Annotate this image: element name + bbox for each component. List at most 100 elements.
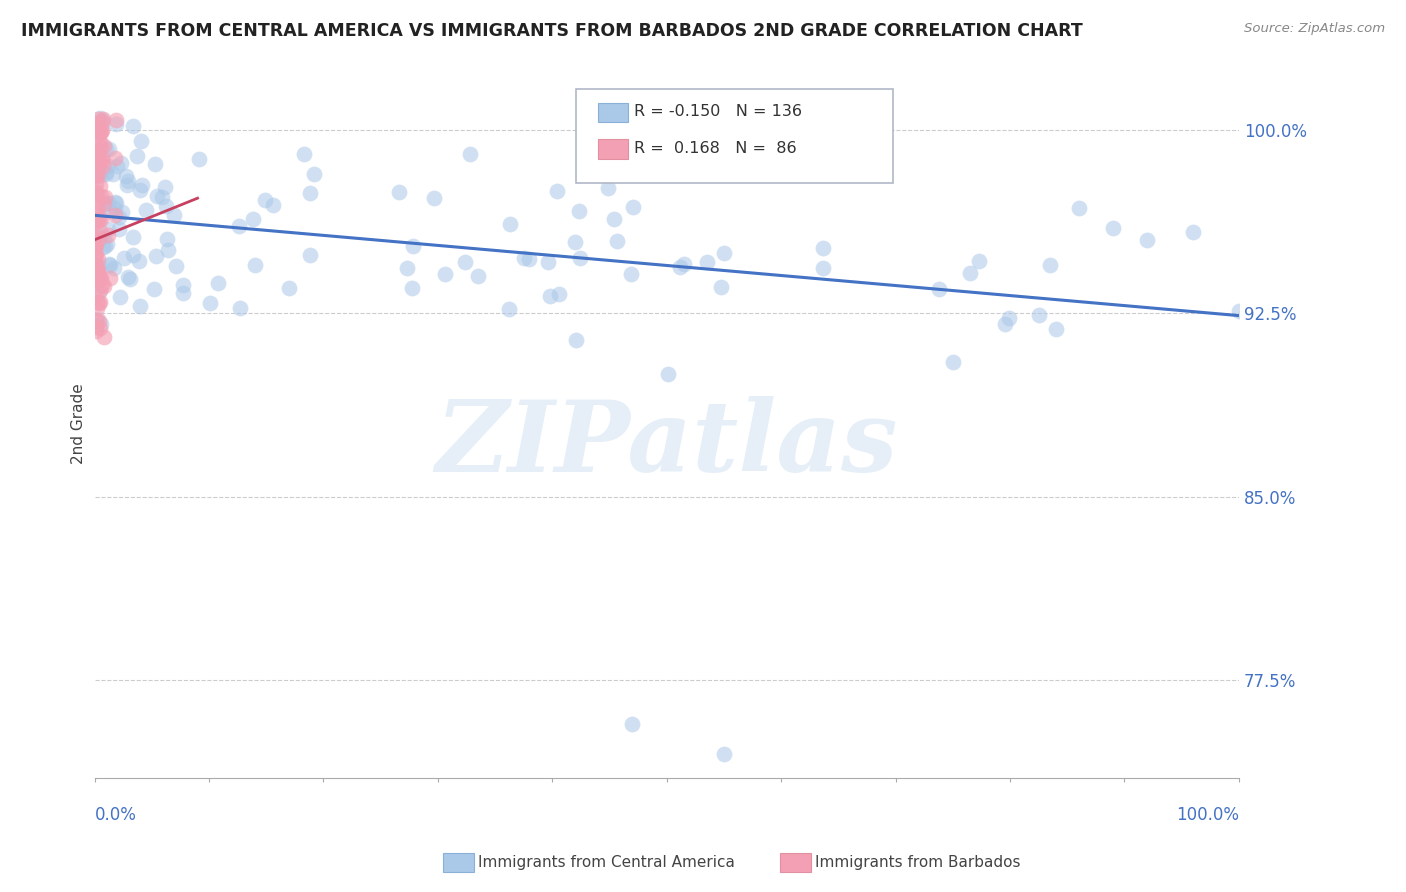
Text: R =  0.168   N =  86: R = 0.168 N = 86 xyxy=(634,141,797,155)
Point xyxy=(163,208,186,222)
Point xyxy=(302,168,325,182)
Point xyxy=(90,140,112,154)
Point xyxy=(121,247,143,261)
Point xyxy=(121,119,143,133)
Point xyxy=(243,258,266,272)
Point xyxy=(89,111,111,125)
Point xyxy=(86,143,108,157)
Point xyxy=(93,278,115,293)
Point xyxy=(94,190,117,204)
Point xyxy=(253,193,276,207)
Point xyxy=(621,717,644,731)
Point xyxy=(90,113,112,128)
Point xyxy=(135,203,157,218)
Point xyxy=(86,153,108,168)
Point xyxy=(596,181,619,195)
Point xyxy=(89,209,111,223)
Point xyxy=(84,238,107,252)
Point xyxy=(93,139,115,153)
Point xyxy=(97,160,120,174)
Point xyxy=(87,125,110,139)
Point xyxy=(994,318,1017,332)
Point xyxy=(90,120,112,135)
Point xyxy=(84,187,107,202)
Point xyxy=(512,251,534,265)
Point xyxy=(145,249,167,263)
Point xyxy=(104,195,127,210)
Point xyxy=(84,258,107,272)
Point xyxy=(89,294,111,309)
Point xyxy=(187,152,209,166)
Text: ZIPatlas: ZIPatlas xyxy=(436,396,898,492)
Point xyxy=(111,204,134,219)
Point xyxy=(91,112,114,126)
Point xyxy=(299,248,322,262)
Point xyxy=(1045,322,1067,336)
Point xyxy=(84,177,107,191)
Point xyxy=(87,127,110,141)
Point xyxy=(89,153,111,167)
Point xyxy=(86,188,108,202)
Point xyxy=(959,266,981,280)
Point xyxy=(93,197,115,211)
Point xyxy=(91,114,114,128)
Point xyxy=(86,260,108,274)
Point xyxy=(84,167,107,181)
Point xyxy=(155,179,177,194)
Point xyxy=(108,290,131,304)
Point xyxy=(87,259,110,273)
Point xyxy=(83,240,105,254)
Point xyxy=(1136,233,1159,247)
Point xyxy=(172,278,194,293)
Point xyxy=(112,252,135,266)
Point xyxy=(117,174,139,188)
Point xyxy=(262,198,284,212)
Point xyxy=(86,211,108,226)
Point xyxy=(87,112,110,126)
Point xyxy=(811,260,834,275)
Point xyxy=(277,280,299,294)
Point xyxy=(89,179,111,194)
Point xyxy=(1102,220,1125,235)
Point xyxy=(86,167,108,181)
Point xyxy=(114,169,136,183)
Point xyxy=(86,301,108,315)
Point xyxy=(94,202,117,216)
Text: Immigrants from Central America: Immigrants from Central America xyxy=(478,855,735,870)
Point xyxy=(84,213,107,227)
Point xyxy=(86,120,108,134)
Point xyxy=(90,123,112,137)
Point xyxy=(207,276,229,290)
Point xyxy=(713,747,735,761)
Point xyxy=(401,281,423,295)
Point xyxy=(84,324,107,338)
Point xyxy=(91,154,114,169)
Point xyxy=(565,333,588,347)
Point xyxy=(198,295,221,310)
Point xyxy=(86,295,108,310)
Point xyxy=(155,199,177,213)
Point xyxy=(98,258,121,272)
Point xyxy=(143,282,166,296)
Point xyxy=(90,318,112,332)
Y-axis label: 2nd Grade: 2nd Grade xyxy=(72,383,86,464)
Text: Source: ZipAtlas.com: Source: ZipAtlas.com xyxy=(1244,22,1385,36)
Point xyxy=(423,190,446,204)
Point xyxy=(157,243,180,257)
Point xyxy=(83,230,105,244)
Point xyxy=(103,260,125,275)
Point xyxy=(118,272,141,286)
Point xyxy=(90,277,112,292)
Point xyxy=(98,195,121,210)
Point xyxy=(90,124,112,138)
Point xyxy=(98,270,121,285)
Point xyxy=(1227,303,1250,318)
Point xyxy=(96,236,118,251)
Point xyxy=(517,252,540,267)
Point xyxy=(87,158,110,172)
Point xyxy=(131,178,153,193)
Point xyxy=(91,159,114,173)
Point xyxy=(89,229,111,244)
Point xyxy=(620,267,643,281)
Point xyxy=(1182,226,1205,240)
